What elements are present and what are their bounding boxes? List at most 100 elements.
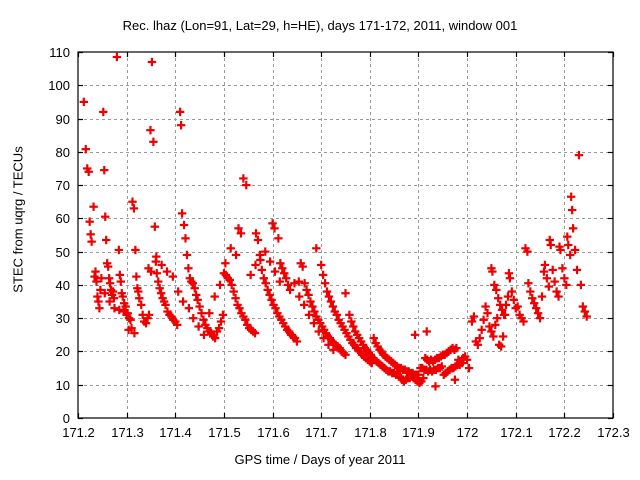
data-point [265,290,274,300]
grid-layer [78,52,613,418]
data-point [271,304,280,313]
data-point [494,294,503,303]
data-point [84,167,93,176]
data-point [299,300,309,310]
data-point [89,202,98,211]
data-point [489,332,498,341]
data-point [568,224,578,233]
data-point [347,317,356,326]
data-point [267,295,276,305]
data-point [320,279,330,288]
data-point [86,230,95,239]
data-point [195,302,204,311]
data-point [173,287,183,296]
data-point [485,322,494,331]
x-tick-label: 172.3 [597,425,630,440]
data-point [270,224,279,233]
y-tick-label: 80 [56,145,70,160]
data-point [505,274,515,283]
data-point [563,232,572,241]
data-point [300,279,309,288]
y-tick-label: 40 [56,278,70,293]
y-tick-label: 10 [56,378,70,393]
data-point [173,320,182,330]
data-point [253,235,263,245]
data-point [152,252,161,261]
data-point [578,302,588,311]
data-point [177,209,187,218]
data-point [274,234,283,243]
data-point [318,270,328,280]
data-point [194,322,203,331]
data-point [124,313,134,323]
y-tick-label: 0 [63,411,70,426]
y-tick-label: 100 [48,78,70,93]
data-point [481,302,490,311]
data-point [501,300,511,310]
data-point [257,265,267,275]
x-tick-label: 171.6 [257,425,290,440]
data-point [176,121,186,130]
data-point [115,305,124,315]
y-tick-label: 20 [56,344,70,359]
data-point [552,287,561,296]
data-point [199,315,208,325]
data-point [467,317,477,326]
data-point [422,327,431,336]
data-point [157,260,166,270]
data-point [294,277,304,286]
data-point [535,313,545,323]
x-tick-label: 172.2 [548,425,581,440]
data-point [268,219,277,228]
data-point [576,280,586,290]
data-point [128,197,137,206]
data-point [464,363,474,373]
data-point [261,279,270,288]
data-point [235,304,244,313]
data-point [141,318,151,328]
tick-label-layer: 171.2 171.3 171.4 171.5 171.6 171.7 171.8 171.9… [48,45,629,440]
data-point-layer [79,52,591,391]
data-point [341,350,350,359]
data-point [154,277,163,286]
data-point [81,144,90,154]
data-point [179,220,189,230]
data-point [546,240,555,250]
data-point [306,297,315,306]
data-point [574,150,584,160]
data-point [250,328,260,338]
data-point [566,250,575,260]
data-point [155,284,164,293]
data-point [560,274,569,283]
data-point [308,302,317,311]
x-tick-label: 171.8 [354,425,387,440]
data-point [184,264,193,273]
data-point [270,267,280,276]
data-point [256,255,265,265]
data-point [507,287,517,296]
data-point [85,217,94,226]
data-point [572,265,582,275]
data-point [187,277,196,286]
data-point [556,245,565,255]
data-point [497,305,507,315]
chart-title: Rec. lhaz (Lon=91, Lat=29, h=HE), days 1… [122,18,518,33]
data-point [523,247,532,256]
data-point [210,333,220,343]
data-point [242,180,251,190]
data-point [215,280,225,290]
data-point [328,302,338,311]
data-point [168,272,178,281]
data-point [97,274,106,283]
data-point [562,280,571,290]
data-point [116,277,125,286]
data-point [119,307,128,316]
x-tick-label: 172.1 [500,425,533,440]
data-point [246,270,255,280]
data-point [184,304,194,313]
data-point [540,260,550,270]
data-point [226,244,235,253]
data-point [234,224,243,233]
data-point [498,332,508,341]
